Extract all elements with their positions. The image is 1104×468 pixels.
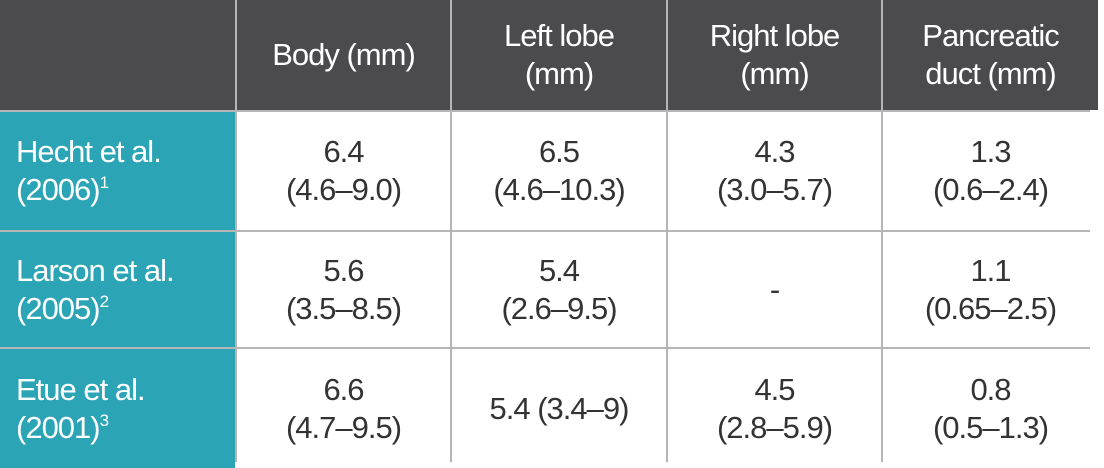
corner-cell <box>0 0 235 110</box>
header-cell: Right lobe (mm) <box>668 0 881 110</box>
data-cell: 5.6 (3.5–8.5) <box>237 232 450 347</box>
row-label-text: Larson et al. <box>16 252 175 288</box>
cell-line: (0.65–2.5) <box>924 290 1057 326</box>
cell-line: 4.5 <box>754 371 795 407</box>
row-label-text: (2006) <box>16 172 101 207</box>
cell-line: 5.6 <box>323 252 364 288</box>
cell-line: 1.1 <box>970 252 1011 288</box>
data-cell: 4.5 (2.8–5.9) <box>668 349 881 468</box>
row-label-line: Larson et al. <box>16 252 175 290</box>
header-line: Body (mm) <box>272 37 416 72</box>
data-cell: 5.4 (2.6–9.5) <box>452 232 666 347</box>
cell-line: 1.3 <box>970 134 1011 169</box>
cell-line: (4.6–10.3) <box>493 172 625 207</box>
cell-line: (3.5–8.5) <box>285 290 402 326</box>
header-cell: Left lobe (mm) <box>452 0 666 110</box>
cell-line: - <box>769 271 780 307</box>
row-header: Larson et al. (2005)2 <box>0 232 235 347</box>
cell-line: (2.8–5.9) <box>716 409 833 445</box>
data-cell: 1.1 (0.65–2.5) <box>883 232 1098 347</box>
row-label-line: (2006)1 <box>16 171 110 209</box>
row-label-line: Etue et al. <box>16 371 146 409</box>
cell-line: 6.4 <box>323 134 364 169</box>
data-cell: 0.8 (0.5–1.3) <box>883 349 1098 468</box>
row-label-text: Etue et al. <box>16 371 146 407</box>
data-cell: 6.4 (4.6–9.0) <box>237 112 450 230</box>
row-label-line: Hecht et al. <box>16 133 162 171</box>
row-header: Etue et al. (2001)3 <box>0 349 235 468</box>
header-line: Left lobe <box>504 18 615 53</box>
cell-line: 4.3 <box>754 134 795 169</box>
cell-line: (4.7–9.5) <box>285 409 402 445</box>
header-line: Pancreatic <box>922 18 1059 53</box>
row-label-text: (2001) <box>16 409 101 445</box>
cell-line: 5.4 <box>538 252 580 288</box>
reference: 2 <box>99 291 110 311</box>
cell-line: 6.5 <box>538 134 580 169</box>
row-label-text: (2005) <box>16 290 101 326</box>
row-header: Hecht et al. (2006)1 <box>0 112 235 230</box>
cell-line: 0.8 <box>970 371 1011 407</box>
data-cell: 4.3 (3.0–5.7) <box>668 112 881 230</box>
data-cell: 6.6 (4.7–9.5) <box>237 349 450 468</box>
cell-line: (0.6–2.4) <box>932 172 1049 207</box>
row-label-line: (2005)2 <box>16 290 110 328</box>
row-label-text: Hecht et al. <box>16 134 162 169</box>
header-line: (mm) <box>740 56 809 91</box>
header-line: (mm) <box>524 56 594 91</box>
data-cell: 6.5 (4.6–10.3) <box>452 112 666 230</box>
cell-line: (2.6–9.5) <box>501 290 617 326</box>
cell-line: (4.6–9.0) <box>285 172 402 207</box>
cell-line: 5.4 (3.4–9) <box>489 390 630 426</box>
reference: 1 <box>99 173 110 192</box>
header-line: duct (mm) <box>925 56 1056 91</box>
cell-line: (0.5–1.3) <box>932 409 1049 445</box>
data-cell: 5.4 (3.4–9) <box>452 349 666 468</box>
row-label-line: (2001)3 <box>16 409 110 447</box>
reference: 3 <box>99 410 110 430</box>
data-cell: - <box>668 232 881 347</box>
header-line: Right lobe <box>709 18 841 53</box>
data-cell: 1.3 (0.6–2.4) <box>883 112 1098 230</box>
cell-line: 6.6 <box>323 371 364 407</box>
cell-line: (3.0–5.7) <box>716 172 833 207</box>
header-cell: Body (mm) <box>237 0 450 110</box>
header-cell: Pancreatic duct (mm) <box>883 0 1098 110</box>
